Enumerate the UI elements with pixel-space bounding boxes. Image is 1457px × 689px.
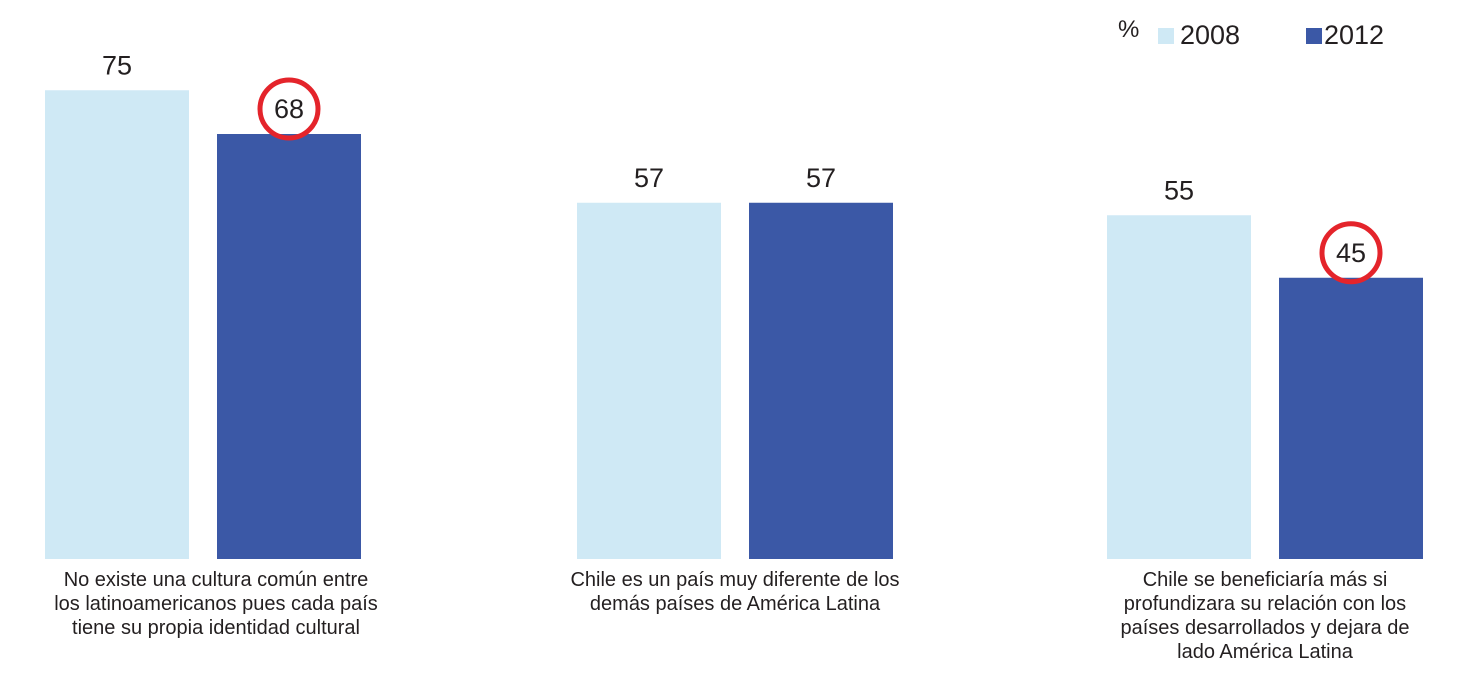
- bar-2008-cat-2: [577, 202, 721, 559]
- legend-label-2012: 2012: [1324, 20, 1385, 50]
- category-label-2: Chile es un país muy diferente de los de…: [570, 569, 900, 615]
- bar-2012-cat-2: [749, 202, 893, 559]
- bar-2008-cat-1: [45, 90, 189, 559]
- legend-swatch-2008: [1158, 28, 1174, 44]
- bar-2012-cat-3: [1279, 277, 1423, 559]
- highlight-circle-2012-cat-1: [257, 77, 321, 141]
- category-label-1: No existe una cultura común entre los la…: [54, 569, 378, 639]
- data-label-2012-cat-2: 57: [806, 163, 836, 193]
- bar-2012-cat-1: [217, 134, 361, 559]
- data-label-2012-cat-3: 45: [1336, 238, 1366, 268]
- legend-label-2008: 2008: [1180, 20, 1241, 50]
- legend-unit: %: [1118, 16, 1140, 43]
- highlight-circle-2012-cat-3: [1319, 221, 1383, 285]
- bar-2008-cat-3: [1107, 215, 1251, 559]
- data-label-2008-cat-1: 75: [102, 50, 132, 80]
- category-label-3: Chile se beneficiaría más si profundizar…: [1120, 569, 1410, 663]
- data-label-2008-cat-3: 55: [1164, 175, 1194, 205]
- legend-swatch-2012: [1306, 28, 1322, 44]
- data-label-2012-cat-1: 68: [274, 94, 304, 124]
- data-label-2008-cat-2: 57: [634, 163, 664, 193]
